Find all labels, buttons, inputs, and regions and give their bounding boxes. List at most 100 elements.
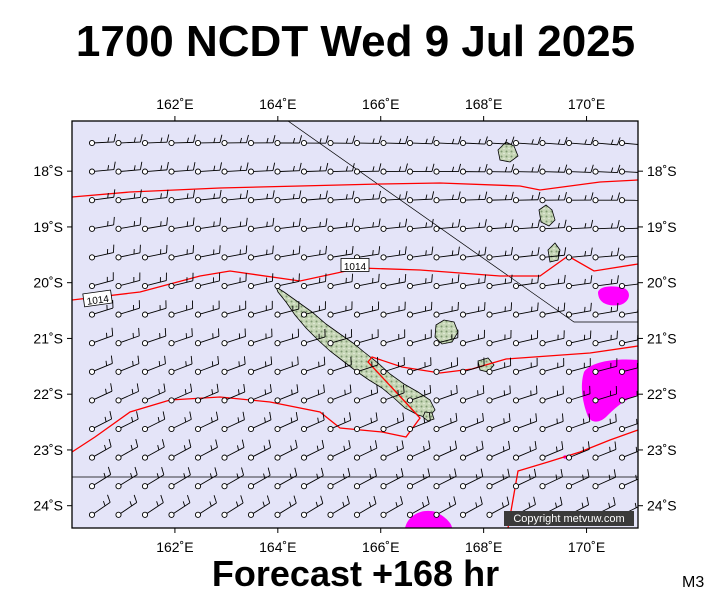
rain-area [405, 510, 452, 528]
wind-barb [380, 412, 405, 433]
wind-barb [353, 468, 377, 490]
wind-barb [300, 384, 325, 404]
model-tag: M3 [682, 574, 705, 591]
wind-barb [539, 219, 567, 232]
wind-barb [115, 411, 139, 433]
wind-barb [300, 245, 327, 261]
wind-barb [539, 468, 563, 490]
wind-barb [406, 440, 431, 461]
lon-label-top: 162˚E [156, 96, 193, 112]
wind-barb [300, 273, 327, 290]
wind-barb [221, 495, 244, 518]
isobar [72, 179, 638, 198]
wind-barb [115, 272, 141, 290]
wind-barb [433, 385, 458, 404]
wind-barb [565, 192, 594, 204]
wind-barb [433, 468, 457, 490]
wind-barb [141, 467, 165, 490]
rain-area [598, 286, 629, 306]
wind-barb [353, 356, 379, 375]
wind-barb [565, 441, 590, 461]
lat-label-left: 24˚S [33, 498, 63, 514]
wind-barb [194, 217, 222, 232]
wind-barb [512, 191, 541, 204]
wind-barb [194, 272, 221, 290]
wind-barb [618, 197, 638, 204]
isobar [72, 345, 638, 453]
wind-barb [274, 384, 299, 404]
wind-barb [406, 163, 435, 175]
wind-barb [380, 163, 408, 175]
wind-barb [88, 244, 115, 261]
wind-barb [353, 190, 381, 204]
wind-barb [486, 385, 511, 404]
wind-barb [512, 219, 540, 232]
wind-barb [327, 218, 354, 232]
wind-barb [115, 161, 143, 175]
wind-barb [380, 440, 404, 461]
wind-barb [115, 383, 139, 404]
wind-barb [194, 439, 218, 461]
wind-barb [221, 300, 247, 318]
wind-barb [88, 494, 111, 518]
wind-barb [592, 413, 617, 433]
wind-barb [221, 467, 245, 490]
wind-barb [327, 412, 352, 433]
wind-barb [433, 136, 462, 147]
lat-label-right: 20˚S [647, 275, 677, 291]
wind-barb [433, 301, 459, 318]
wind-barb [300, 467, 324, 490]
wind-barb [512, 136, 541, 147]
wind-barb [512, 413, 538, 433]
lat-label-left: 18˚S [33, 163, 63, 179]
wind-barb [433, 218, 461, 232]
wind-barb [618, 279, 638, 290]
wind-barb [327, 190, 355, 204]
wind-barb [221, 217, 248, 232]
svg-text:1014: 1014 [86, 294, 110, 308]
wind-barb [406, 496, 430, 518]
wind-barb [141, 383, 166, 404]
wind-barb [141, 244, 168, 261]
wind-barb [459, 163, 488, 175]
wind-barb [247, 245, 274, 261]
wind-barb [459, 136, 488, 147]
lon-label-top: 170˚E [568, 96, 605, 112]
wind-barb [486, 219, 514, 232]
wind-barb [565, 469, 590, 490]
wind-barb [168, 439, 192, 461]
wind-barb [168, 467, 191, 490]
wind-barb [539, 302, 566, 318]
wind-barb [327, 384, 352, 404]
wind-barb [88, 133, 117, 147]
wind-barb [618, 139, 638, 147]
wind-barb [459, 329, 485, 347]
wind-barb [168, 134, 196, 147]
wind-barb [592, 275, 619, 290]
wind-barb [353, 384, 379, 404]
wind-barb [247, 411, 272, 433]
wind-barb [115, 494, 138, 518]
wind-barb [141, 272, 167, 290]
wind-barb [141, 355, 166, 375]
wind-barb [327, 440, 351, 461]
wind-barb [168, 355, 193, 375]
wind-barb [592, 247, 620, 261]
copyright-text: Copyright metvuw.com [513, 513, 624, 525]
lon-label-top: 166˚E [362, 96, 399, 112]
wind-barb [300, 328, 326, 347]
wind-barb [194, 383, 219, 404]
wind-barb [353, 163, 382, 175]
wind-barb [406, 384, 432, 404]
wind-barb [141, 439, 165, 461]
wind-barb [592, 302, 619, 318]
wind-barb [274, 135, 303, 147]
wind-barb [592, 330, 618, 347]
wind-barb [141, 161, 169, 175]
wind-barb [565, 247, 593, 261]
wind-barb [247, 134, 276, 147]
wind-barb [565, 358, 591, 375]
wind-barb [168, 162, 196, 175]
wind-barb [194, 328, 220, 347]
wind-barb [194, 245, 221, 261]
